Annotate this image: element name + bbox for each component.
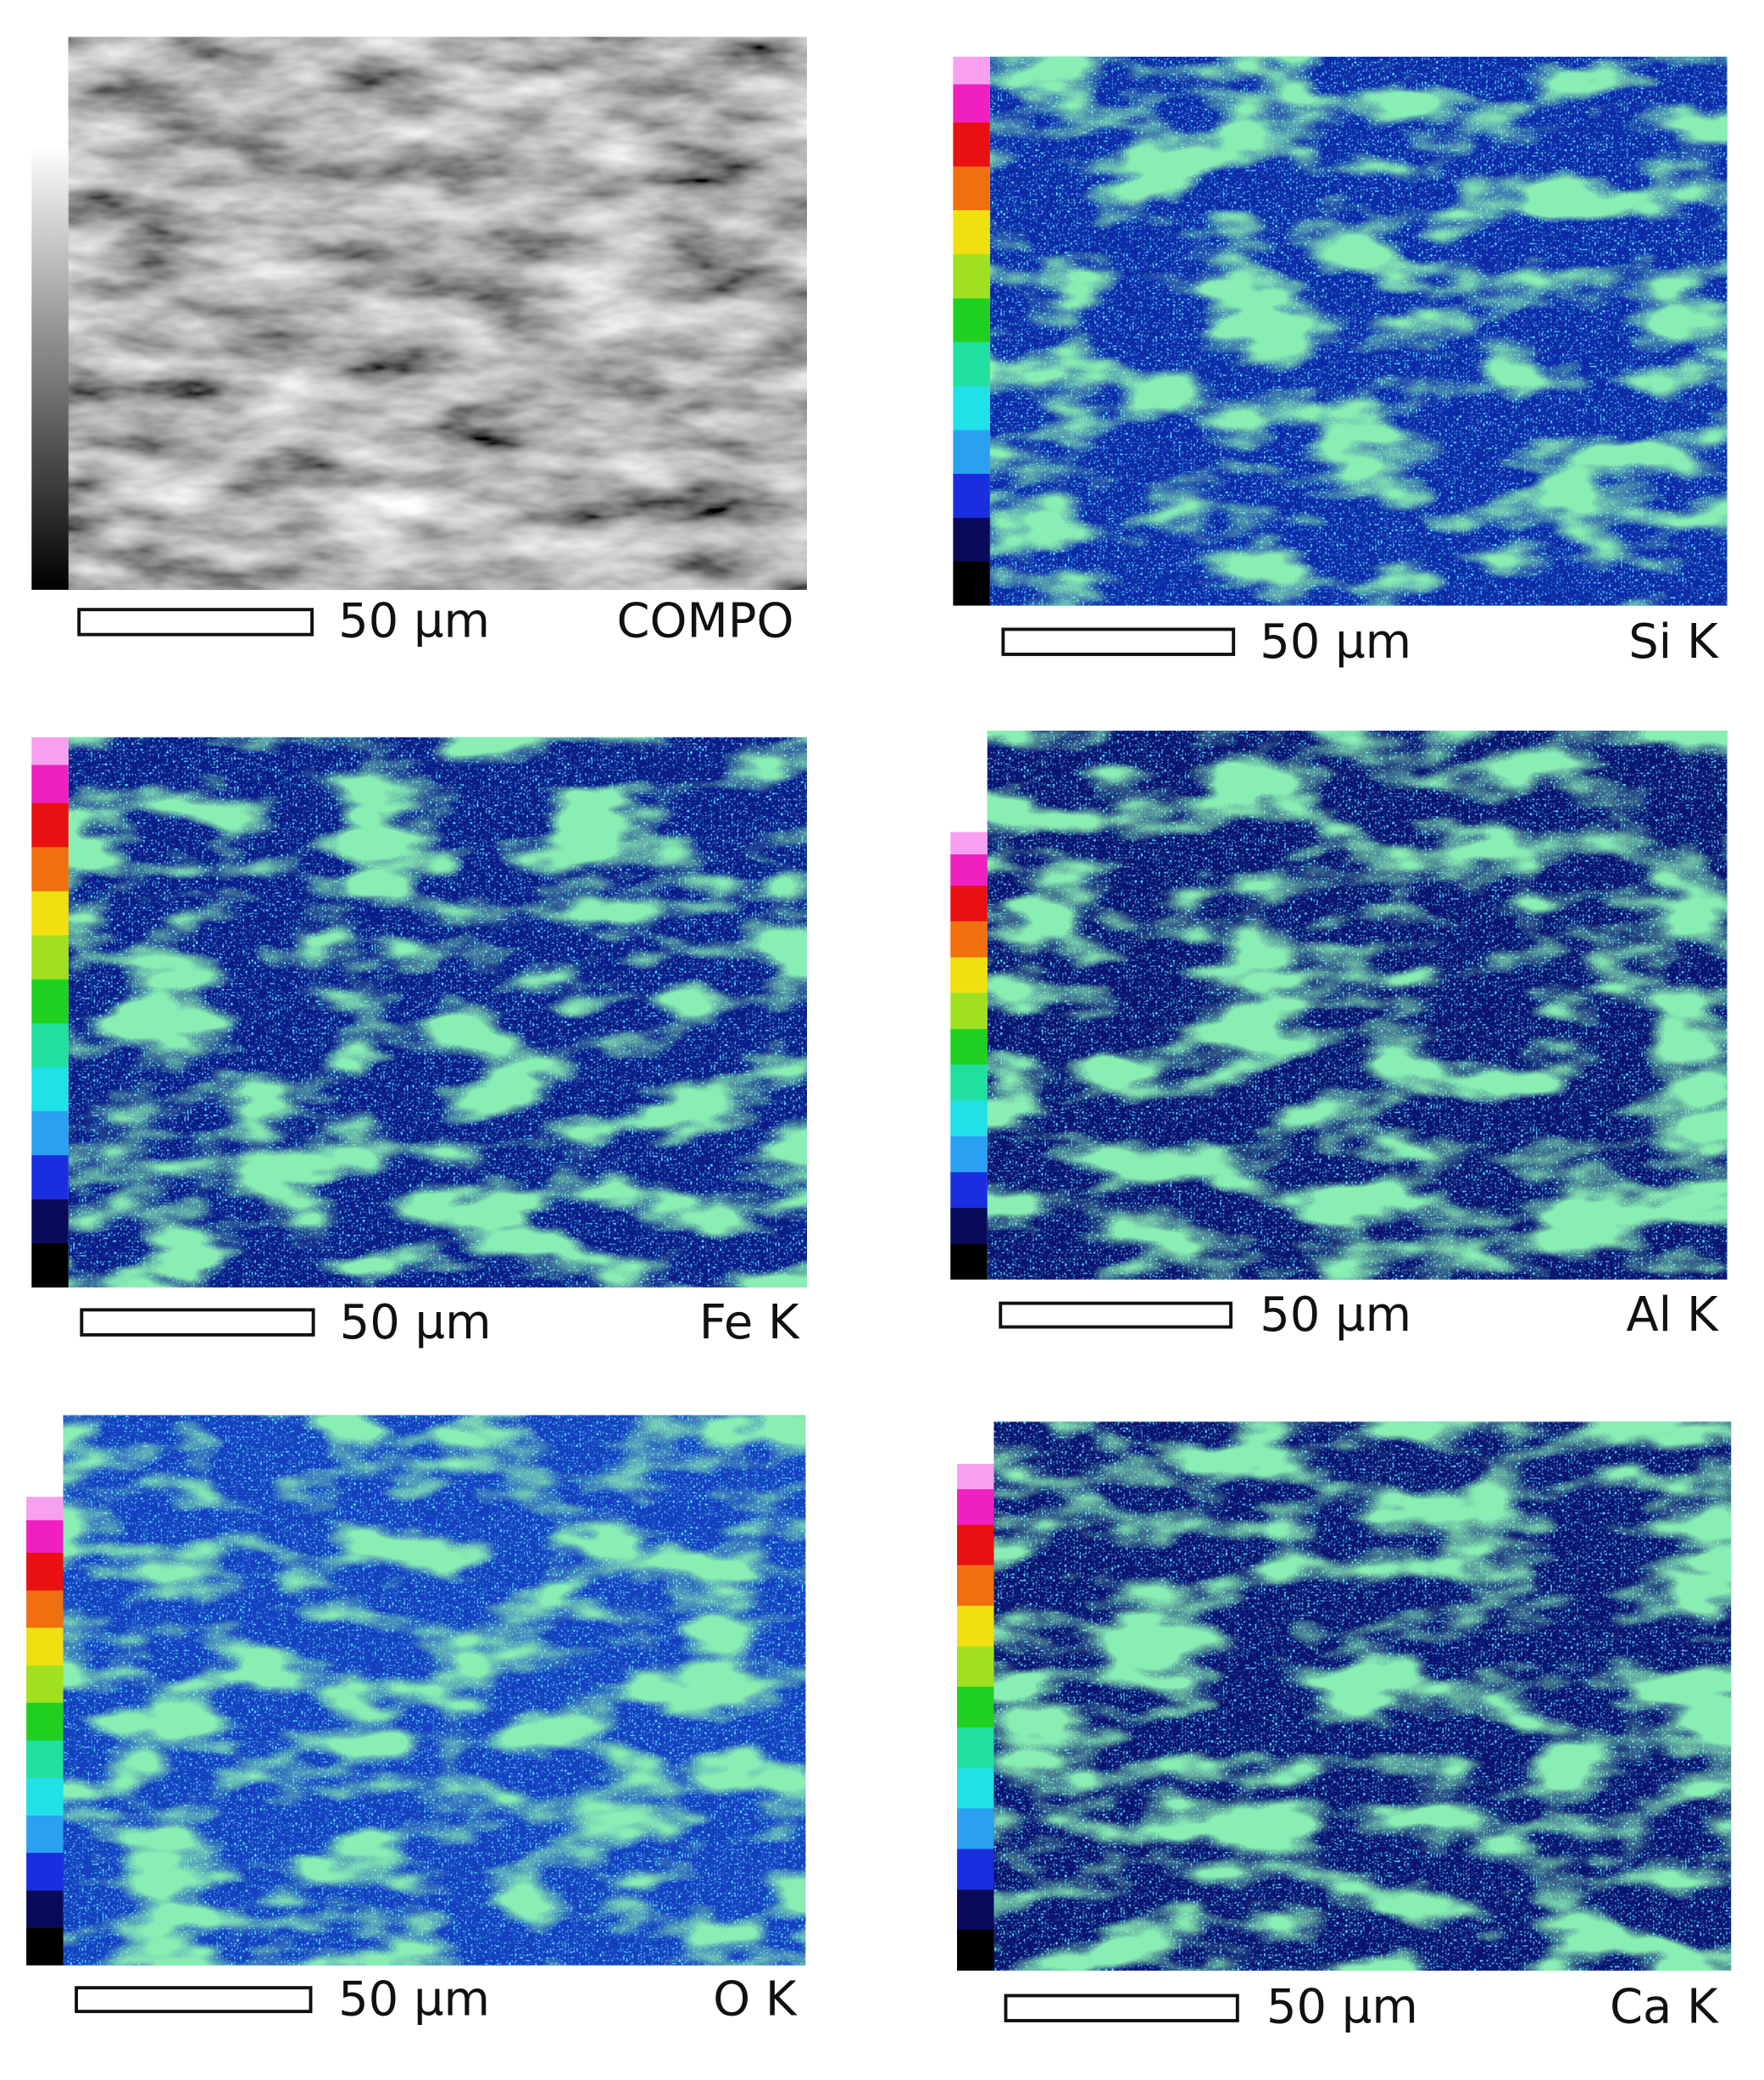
- scale-bar: [999, 1301, 1233, 1329]
- color-scale: [957, 1464, 994, 1971]
- scale-label: 50 µm: [340, 1295, 492, 1350]
- scale-label: 50 µm: [338, 1972, 490, 2027]
- panel: 50 µm Si K: [953, 56, 1728, 670]
- color-scale: [31, 737, 69, 1287]
- element-label: Fe K: [699, 1295, 800, 1350]
- color-scale: [953, 56, 990, 606]
- scale-bar: [75, 1986, 313, 2014]
- panel: 50 µm Ca K: [957, 1421, 1732, 2035]
- scale-label: 50 µm: [1260, 615, 1411, 670]
- color-scale: [31, 144, 69, 590]
- micrograph: [993, 1421, 1732, 1971]
- scale-label: 50 µm: [338, 593, 490, 648]
- element-label: COMPO: [617, 593, 794, 648]
- panel: 50 µm COMPO: [31, 36, 807, 648]
- scale-bar: [1004, 1994, 1239, 2022]
- micrograph: [68, 737, 807, 1287]
- micrograph: [68, 36, 807, 590]
- micrograph: [989, 56, 1728, 606]
- panels: 50 µm COMPO 50 µm Si K50 µm Fe K 50 µm Al K50 …: [26, 36, 1732, 2035]
- element-label: Ca K: [1610, 1980, 1719, 2035]
- panel: 50 µm Al K: [950, 731, 1728, 1343]
- color-scale: [26, 1496, 64, 1966]
- element-label: O K: [713, 1972, 798, 2027]
- scale-label: 50 µm: [1266, 1980, 1418, 2035]
- element-label: Si K: [1628, 615, 1719, 670]
- micrograph: [63, 1415, 806, 1966]
- panel: 50 µm Fe K: [31, 737, 807, 1350]
- micrograph: [987, 731, 1728, 1280]
- element-label: Al K: [1626, 1287, 1719, 1343]
- scale-bar: [77, 608, 314, 637]
- scale-bar: [1001, 627, 1236, 656]
- color-scale: [950, 831, 988, 1280]
- scale-label: 50 µm: [1260, 1287, 1411, 1343]
- panel: 50 µm O K: [26, 1415, 806, 2027]
- scale-bar: [80, 1308, 315, 1337]
